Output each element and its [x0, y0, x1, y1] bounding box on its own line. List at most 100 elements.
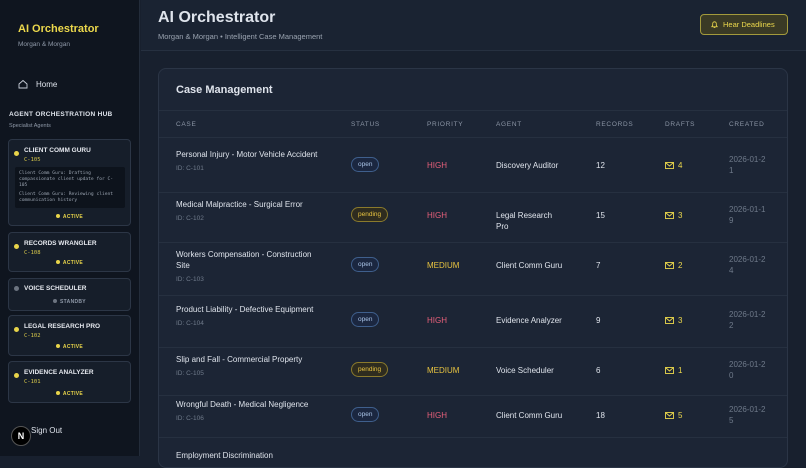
agent-status: ACTIVE	[9, 391, 130, 397]
drafts: 1	[665, 365, 682, 376]
draft-count: 3	[678, 316, 683, 325]
agent-card: CLIENT COMM GURU C-105 Client Comm Guru: D…	[8, 139, 131, 226]
created: 2026-01-24	[729, 255, 766, 275]
created: 2026-01-21	[729, 155, 766, 175]
avatar: N	[11, 426, 31, 446]
mail-icon	[665, 412, 674, 419]
panel-title: Case Management	[176, 84, 273, 96]
agent-status: ACTIVE	[9, 260, 130, 266]
drafts: 4	[665, 160, 682, 171]
status-dot	[53, 299, 58, 303]
priority: MEDIUM	[427, 261, 460, 270]
divider	[159, 394, 787, 396]
status-pill: pending	[351, 207, 389, 222]
case-cell: Wrongful Death - Medical Negligence ID: C…	[176, 399, 326, 424]
records: 15	[596, 211, 605, 220]
records: 12	[596, 161, 605, 170]
records: 7	[596, 261, 601, 270]
draft-count: 4	[678, 161, 683, 170]
case-id: ID: C-105	[176, 370, 204, 377]
agent-status: ACTIVE	[9, 344, 130, 350]
agent-card: RECORDS WRANGLER C-108 ACTIVE	[8, 232, 131, 272]
agent-case: C-108	[24, 250, 41, 256]
home-icon	[18, 79, 28, 89]
status-label: ACTIVE	[62, 214, 84, 220]
agent-cell: Evidence Analyzer	[496, 316, 562, 325]
status-dot	[55, 391, 60, 395]
agent-status: STANDBY	[9, 299, 130, 305]
priority: HIGH	[427, 161, 447, 170]
agent-cell: Client Comm Guru	[496, 261, 563, 270]
case-name: Medical Malpractice - Surgical Error	[176, 200, 303, 209]
agent-card: LEGAL RESEARCH PRO C-102 ACTIVE	[8, 315, 131, 356]
nav-home[interactable]: Home	[36, 80, 58, 89]
case-name: Slip and Fall - Commercial Property	[176, 355, 303, 364]
agent-cell: Legal Research Pro	[496, 211, 553, 231]
drafts: 3	[665, 315, 682, 326]
created: 2026-01-25	[729, 405, 766, 425]
created: 2026-01-20	[729, 360, 766, 380]
agent-card: EVIDENCE ANALYZER C-101 ACTIVE	[8, 361, 131, 403]
column-header: AGENT	[496, 121, 522, 128]
hub-title: AGENT ORCHESTRATION HUB	[9, 111, 113, 118]
status-pill: open	[351, 407, 380, 422]
status-label: STANDBY	[60, 299, 86, 305]
case-cell: Product Liability - Defective Equipment I…	[176, 304, 326, 329]
case-cell: Medical Malpractice - Surgical Error ID: …	[176, 199, 326, 224]
case-cell: Personal Injury - Motor Vehicle Accident…	[176, 149, 326, 174]
agent-case: C-105	[24, 157, 41, 163]
agent-name: LEGAL RESEARCH PRO	[24, 323, 101, 330]
draft-count: 2	[678, 261, 683, 270]
draft-count: 5	[678, 411, 683, 420]
column-header: STATUS	[351, 121, 380, 128]
page-subtitle: Morgan & Morgan • Intelligent Case Manag…	[158, 32, 323, 41]
agent-case: C-101	[24, 379, 41, 385]
priority: HIGH	[427, 411, 447, 420]
status-dot	[14, 327, 19, 332]
case-id: ID: C-102	[176, 215, 204, 222]
drafts: 5	[665, 410, 682, 421]
column-header: CASE	[176, 121, 197, 128]
divider	[159, 137, 787, 138]
firm: Morgan & Morgan	[18, 41, 71, 48]
button-label: Hear Deadlines	[723, 20, 775, 29]
hear-deadlines-button[interactable]: Hear Deadlines	[700, 14, 788, 35]
case-name: Wrongful Death - Medical Negligence	[176, 400, 309, 409]
agent-name: RECORDS WRANGLER	[24, 240, 97, 247]
records: 9	[596, 316, 601, 325]
agent-cell: Voice Scheduler	[496, 366, 554, 375]
mail-icon	[665, 367, 674, 374]
case-name: Workers Compensation - Construction Site	[176, 250, 312, 270]
log-line: Client Comm Guru: Reviewing client commu…	[19, 192, 114, 203]
records: 18	[596, 411, 605, 420]
hub-subtitle: Specialist Agents	[9, 123, 51, 129]
column-header: CREATED	[729, 121, 765, 128]
status-pill: open	[351, 312, 380, 327]
status-pill: pending	[351, 362, 389, 377]
agent-cell: Client Comm Guru	[496, 411, 563, 420]
created: 2026-01-19	[729, 205, 766, 225]
draft-count: 1	[678, 366, 683, 375]
status-pill: open	[351, 257, 380, 272]
status-dot	[14, 151, 19, 156]
page-title: AI Orchestrator	[158, 9, 276, 26]
agent-name: VOICE SCHEDULER	[24, 285, 87, 292]
status-dot	[14, 244, 19, 249]
status-dot	[14, 373, 19, 378]
priority: MEDIUM	[427, 366, 460, 375]
mail-icon	[665, 212, 674, 219]
agent-name: EVIDENCE ANALYZER	[24, 369, 94, 376]
divider	[159, 110, 787, 111]
draft-count: 3	[678, 211, 683, 220]
case-name: Product Liability - Defective Equipment	[176, 305, 314, 314]
mail-icon	[665, 317, 674, 324]
case-id: ID: C-104	[176, 320, 204, 327]
column-header: PRIORITY	[427, 121, 464, 128]
case-id: ID: C-103	[176, 276, 204, 283]
divider	[159, 294, 787, 296]
brand: AI Orchestrator	[18, 23, 99, 35]
status-dot	[55, 214, 60, 218]
divider	[159, 347, 787, 348]
sign-out[interactable]: Sign Out	[31, 426, 63, 435]
